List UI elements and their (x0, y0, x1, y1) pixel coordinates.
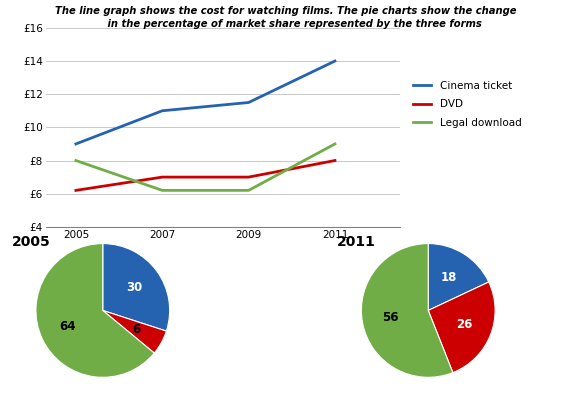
Text: 56: 56 (382, 311, 399, 324)
Text: 2005: 2005 (11, 235, 50, 249)
Text: 6: 6 (132, 323, 141, 336)
Legend: Go to the cinema, Watch online (legal download), Rent a DVD: Go to the cinema, Watch online (legal do… (199, 280, 384, 337)
Wedge shape (36, 244, 154, 377)
Text: 30: 30 (126, 281, 142, 294)
Text: 18: 18 (441, 271, 457, 284)
Text: 26: 26 (456, 318, 472, 331)
DVD (245, 175, 252, 179)
Legal download (245, 188, 252, 193)
Wedge shape (428, 244, 489, 310)
DVD (73, 188, 79, 193)
Legal download (332, 142, 339, 146)
Wedge shape (428, 282, 495, 373)
Text: The line graph shows the cost for watching films. The pie charts show the change: The line graph shows the cost for watchi… (55, 6, 516, 29)
DVD (332, 158, 339, 163)
Wedge shape (103, 244, 170, 331)
Cinema ticket (332, 59, 339, 63)
Line: DVD: DVD (76, 160, 335, 190)
DVD (159, 175, 166, 179)
Cinema ticket (159, 108, 166, 113)
Legend: Cinema ticket, DVD, Legal download: Cinema ticket, DVD, Legal download (408, 77, 526, 132)
Legal download (159, 188, 166, 193)
Wedge shape (361, 244, 453, 377)
Line: Cinema ticket: Cinema ticket (76, 61, 335, 144)
Wedge shape (103, 310, 166, 353)
Cinema ticket (73, 142, 79, 146)
Cinema ticket (245, 100, 252, 105)
Legal download (73, 158, 79, 163)
Text: 64: 64 (59, 320, 76, 334)
Text: 2011: 2011 (337, 235, 376, 249)
Line: Legal download: Legal download (76, 144, 335, 190)
